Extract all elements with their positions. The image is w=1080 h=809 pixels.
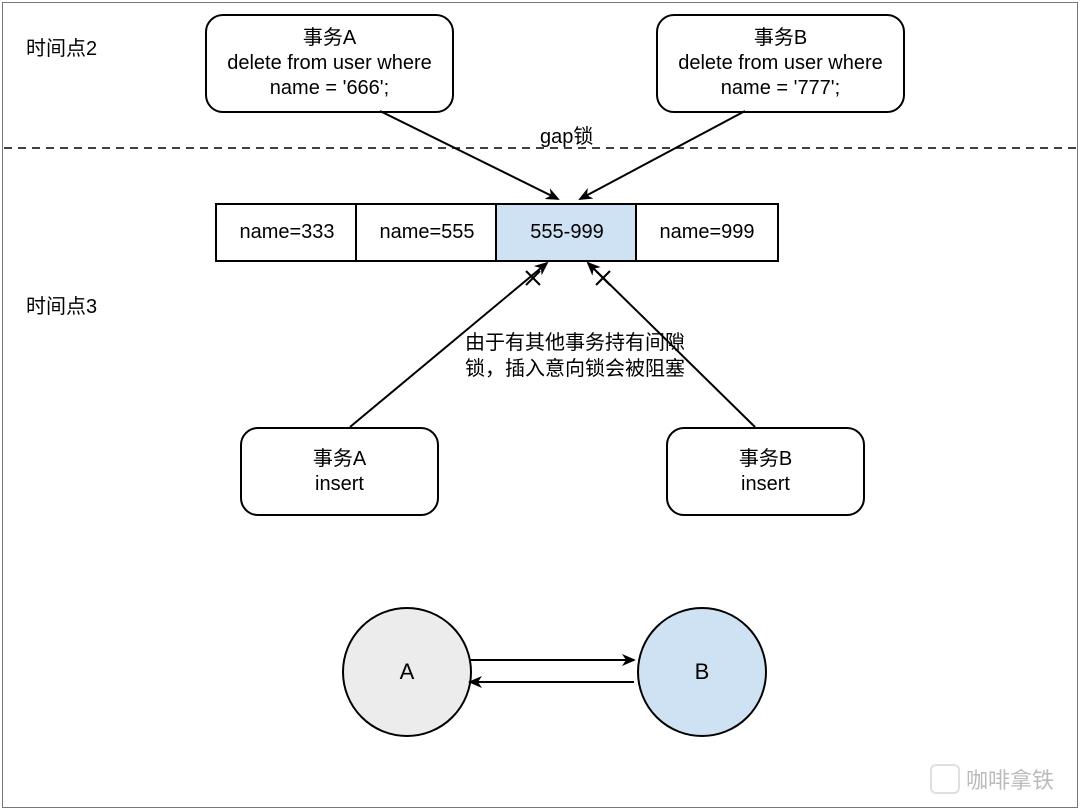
time-label-2: 时间点2 <box>26 32 97 61</box>
tx-b-insert-box: 事务B insert <box>666 427 865 516</box>
time-label-3: 时间点3 <box>26 290 97 319</box>
tx-b-title: 事务B <box>754 26 807 51</box>
cell-555: name=555 <box>355 203 499 262</box>
tx-a-insert-box: 事务A insert <box>240 427 439 516</box>
watermark: 咖啡拿铁 <box>930 763 1054 795</box>
cell-999: name=999 <box>635 203 779 262</box>
gap-lock-label: gap锁 <box>540 120 593 149</box>
tx-b-insert-title: 事务B <box>739 447 792 472</box>
watermark-text: 咖啡拿铁 <box>966 763 1054 795</box>
tx-b-delete-box: 事务B delete from user where name = '777'; <box>656 14 905 113</box>
tx-a-insert-sub: insert <box>315 472 364 497</box>
tx-a-sql: delete from user where name = '666'; <box>227 51 432 101</box>
tx-a-title: 事务A <box>303 26 356 51</box>
node-circle-b: B <box>637 607 767 737</box>
cell-333: name=333 <box>215 203 359 262</box>
node-circle-a: A <box>342 607 472 737</box>
tx-b-sql: delete from user where name = '777'; <box>678 51 883 101</box>
tx-a-delete-box: 事务A delete from user where name = '666'; <box>205 14 454 113</box>
tx-a-insert-title: 事务A <box>313 447 366 472</box>
blocked-line1: 由于有其他事务持有间隙 <box>445 330 705 356</box>
cell-gap-555-999: 555-999 <box>495 203 639 262</box>
wechat-icon <box>930 764 960 794</box>
tx-b-insert-sub: insert <box>741 472 790 497</box>
blocked-label: 由于有其他事务持有间隙 锁，插入意向锁会被阻塞 <box>445 330 705 382</box>
blocked-line2: 锁，插入意向锁会被阻塞 <box>445 356 705 382</box>
